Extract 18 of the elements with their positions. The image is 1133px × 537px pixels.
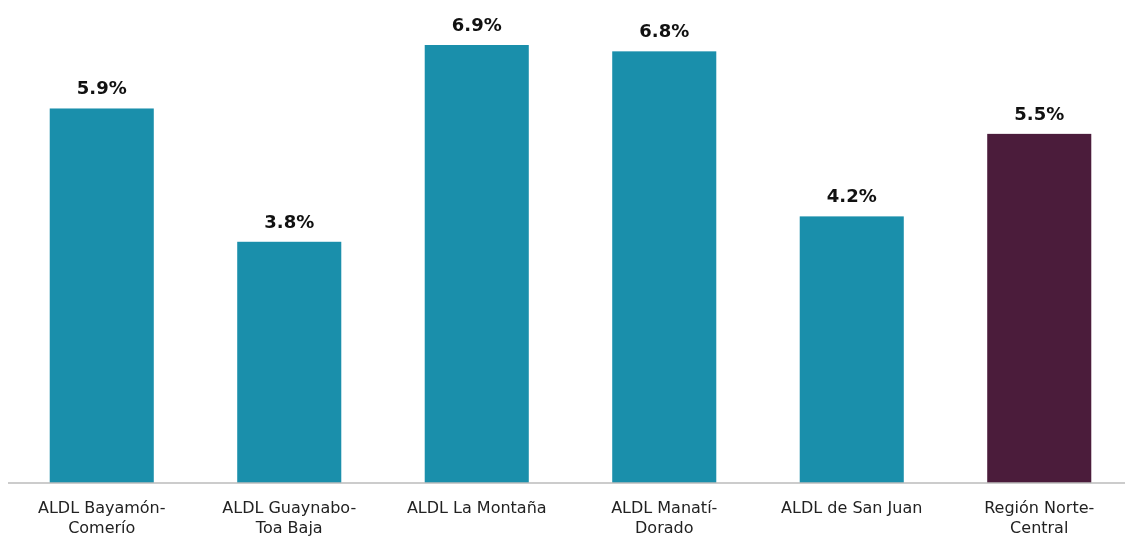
data-label: 4.2% (826, 185, 877, 207)
data-label: 5.9% (76, 77, 127, 99)
bar (987, 133, 1092, 483)
bar (612, 51, 717, 483)
x-tick-label: ALDL Bayamón- Comerío (37, 498, 166, 537)
data-label: 3.8% (264, 210, 315, 232)
bar (799, 216, 904, 483)
bar (237, 241, 342, 483)
data-label: 5.5% (1014, 102, 1065, 124)
data-label: 6.8% (639, 20, 690, 42)
x-tick-label: ALDL de San Juan (781, 498, 923, 517)
bar (49, 108, 154, 483)
data-label: 6.9% (451, 14, 502, 35)
x-tick-label: Región Norte- Central (984, 498, 1095, 537)
bar (424, 45, 529, 483)
x-tick-label: ALDL Guaynabo- Toa Baja (222, 498, 357, 537)
x-tick-label: ALDL La Montaña (406, 498, 547, 517)
x-tick-label: ALDL Manatí- Dorado (611, 498, 718, 537)
